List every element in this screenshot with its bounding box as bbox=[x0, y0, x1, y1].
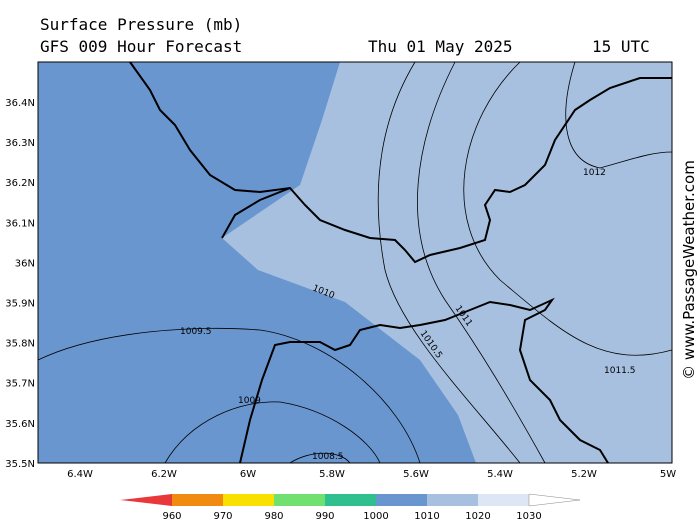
colorbar-label: 1020 bbox=[465, 511, 490, 522]
watermark: © www.PassageWeather.com bbox=[680, 160, 698, 380]
colorbar-label: 990 bbox=[315, 511, 334, 522]
longitude-label: 6.2W bbox=[151, 469, 177, 480]
colorbar-cell bbox=[274, 494, 325, 506]
latitude-label: 35.9N bbox=[5, 299, 35, 310]
colorbar-cell bbox=[528, 493, 581, 507]
colorbar-cell bbox=[325, 494, 376, 506]
colorbar-label: 980 bbox=[264, 511, 283, 522]
colorbar: 960 970 980 990 1000 1010 1020 1030 bbox=[120, 493, 581, 522]
latitude-label: 36N bbox=[15, 258, 35, 269]
longitude-label: 5.4W bbox=[487, 469, 513, 480]
colorbar-cell bbox=[223, 494, 274, 506]
contour-label: 1008.5 bbox=[312, 452, 344, 462]
latitude-labels: 36.4N 36.3N 36.2N 36.1N 36N 35.9N 35.8N 35.7N 35… bbox=[5, 98, 35, 470]
contour bbox=[164, 401, 381, 464]
longitude-label: 6W bbox=[240, 469, 256, 480]
colorbar-label: 960 bbox=[162, 511, 181, 522]
contour bbox=[37, 327, 421, 464]
colorbar-label: 1000 bbox=[363, 511, 388, 522]
latitude-label: 36.3N bbox=[5, 138, 35, 149]
colorbar-cell bbox=[478, 494, 529, 506]
latitude-label: 35.7N bbox=[5, 379, 35, 390]
contour bbox=[463, 61, 673, 356]
title: Surface Pressure (mb) bbox=[40, 15, 242, 34]
colorbar-label: 1010 bbox=[414, 511, 439, 522]
latitude-label: 36.4N bbox=[5, 98, 35, 109]
contour bbox=[565, 61, 673, 169]
latitude-label: 36.1N bbox=[5, 218, 35, 229]
map bbox=[37, 61, 673, 464]
colorbar-label: 1030 bbox=[516, 511, 541, 522]
longitude-label: 5W bbox=[660, 469, 676, 480]
longitude-label: 5.8W bbox=[319, 469, 345, 480]
high-pressure-area bbox=[222, 62, 672, 463]
map-frame bbox=[37, 61, 673, 464]
contour-label: 1012 bbox=[583, 168, 606, 178]
contour-label: 1011.5 bbox=[604, 366, 636, 376]
date: Thu 01 May 2025 bbox=[368, 37, 513, 56]
latitude-label: 36.2N bbox=[5, 178, 35, 189]
longitude-labels: 6.4W 6.2W 6W 5.8W 5.6W 5.4W 5.2W 5W bbox=[67, 469, 676, 480]
contour bbox=[377, 61, 521, 464]
contour-label: 1009 bbox=[238, 396, 261, 406]
coastline bbox=[239, 297, 609, 464]
colorbar-cell bbox=[172, 494, 223, 506]
longitude-label: 5.2W bbox=[571, 469, 597, 480]
colorbar-cell bbox=[120, 494, 172, 506]
latitude-label: 35.6N bbox=[5, 419, 35, 430]
colorbar-cell bbox=[427, 494, 478, 506]
colorbar-cell bbox=[376, 494, 427, 506]
latitude-label: 35.5N bbox=[5, 459, 35, 470]
coastline bbox=[129, 61, 672, 264]
coastline bbox=[221, 187, 291, 239]
latitude-label: 35.8N bbox=[5, 339, 35, 350]
contour-label: 1009.5 bbox=[180, 327, 212, 337]
longitude-label: 5.6W bbox=[403, 469, 429, 480]
time: 15 UTC bbox=[592, 37, 650, 56]
contour bbox=[289, 452, 351, 464]
colorbar-label: 970 bbox=[213, 511, 232, 522]
subtitle: GFS 009 Hour Forecast bbox=[40, 37, 242, 56]
contour bbox=[417, 61, 546, 464]
longitude-label: 6.4W bbox=[67, 469, 93, 480]
